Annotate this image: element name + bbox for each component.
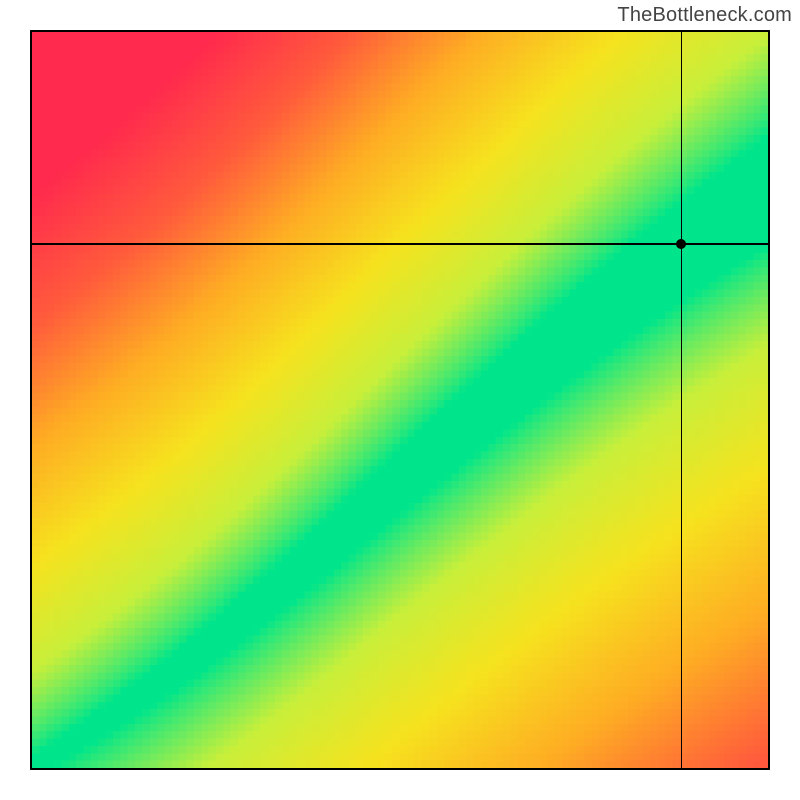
bottleneck-heatmap-plot [30,30,770,770]
attribution-text: TheBottleneck.com [617,4,792,27]
crosshair-vertical-line [681,32,682,768]
heatmap-canvas [32,32,768,768]
crosshair-horizontal-line [32,243,768,244]
